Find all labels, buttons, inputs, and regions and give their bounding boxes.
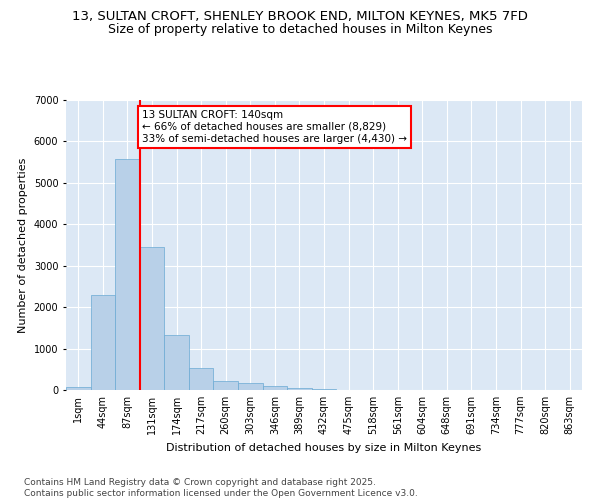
Bar — [214, 382, 238, 390]
X-axis label: Distribution of detached houses by size in Milton Keynes: Distribution of detached houses by size … — [166, 442, 482, 452]
Text: 13 SULTAN CROFT: 140sqm
← 66% of detached houses are smaller (8,829)
33% of semi: 13 SULTAN CROFT: 140sqm ← 66% of detache… — [142, 110, 407, 144]
Text: Size of property relative to detached houses in Milton Keynes: Size of property relative to detached ho… — [108, 22, 492, 36]
Bar — [115, 159, 140, 390]
Text: 13, SULTAN CROFT, SHENLEY BROOK END, MILTON KEYNES, MK5 7FD: 13, SULTAN CROFT, SHENLEY BROOK END, MIL… — [72, 10, 528, 23]
Bar — [312, 389, 336, 390]
Bar — [66, 386, 91, 390]
Text: Contains HM Land Registry data © Crown copyright and database right 2025.
Contai: Contains HM Land Registry data © Crown c… — [24, 478, 418, 498]
Bar — [238, 383, 263, 390]
Bar — [189, 368, 214, 390]
Bar — [140, 247, 164, 390]
Bar — [287, 388, 312, 390]
Bar — [263, 386, 287, 390]
Y-axis label: Number of detached properties: Number of detached properties — [18, 158, 28, 332]
Bar — [91, 294, 115, 390]
Bar — [164, 336, 189, 390]
